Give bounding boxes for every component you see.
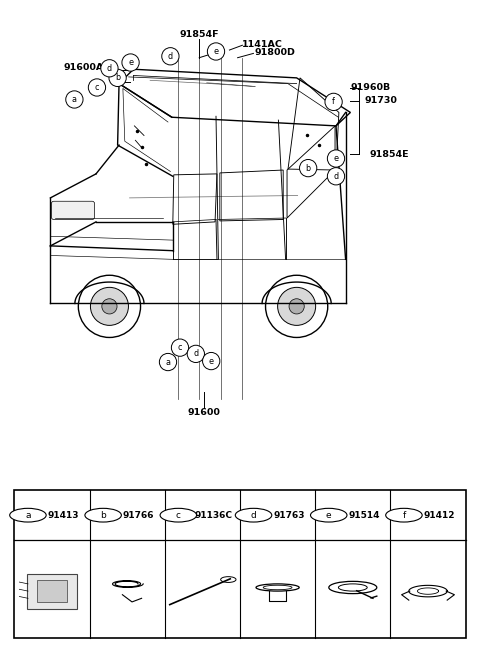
Circle shape xyxy=(162,48,179,65)
Text: d: d xyxy=(334,172,338,181)
Text: c: c xyxy=(178,343,182,352)
Text: d: d xyxy=(251,510,256,520)
Text: 91763: 91763 xyxy=(273,510,305,520)
FancyBboxPatch shape xyxy=(51,201,95,220)
Circle shape xyxy=(235,508,272,522)
Circle shape xyxy=(10,508,46,522)
Text: 91514: 91514 xyxy=(348,510,380,520)
Text: 91413: 91413 xyxy=(48,510,79,520)
Text: f: f xyxy=(402,510,406,520)
Text: e: e xyxy=(214,47,218,56)
FancyBboxPatch shape xyxy=(27,573,77,609)
Text: d: d xyxy=(193,350,198,358)
Circle shape xyxy=(386,508,422,522)
Circle shape xyxy=(203,352,220,370)
Text: 91960B: 91960B xyxy=(350,83,391,92)
Circle shape xyxy=(159,354,177,371)
Text: 91854F: 91854F xyxy=(180,30,219,39)
Text: a: a xyxy=(72,95,77,104)
Circle shape xyxy=(311,508,347,522)
Text: d: d xyxy=(107,64,112,73)
Text: 91766: 91766 xyxy=(123,510,154,520)
Circle shape xyxy=(171,339,189,356)
Text: a: a xyxy=(166,358,170,367)
Text: 91412: 91412 xyxy=(423,510,455,520)
Circle shape xyxy=(102,298,117,314)
Text: 91600: 91600 xyxy=(188,409,220,417)
Text: e: e xyxy=(326,510,332,520)
Circle shape xyxy=(327,168,345,185)
Circle shape xyxy=(90,287,129,325)
Circle shape xyxy=(160,508,197,522)
Circle shape xyxy=(325,93,342,110)
Text: a: a xyxy=(25,510,31,520)
Circle shape xyxy=(85,508,121,522)
Circle shape xyxy=(66,91,83,108)
Text: d: d xyxy=(168,52,173,61)
Circle shape xyxy=(187,345,204,363)
Text: b: b xyxy=(115,73,120,83)
Text: b: b xyxy=(306,163,311,173)
Circle shape xyxy=(207,43,225,60)
Text: 91800D: 91800D xyxy=(254,48,295,57)
Text: e: e xyxy=(334,154,338,163)
Circle shape xyxy=(300,159,317,176)
Text: 91136C: 91136C xyxy=(195,510,233,520)
Text: e: e xyxy=(128,58,133,67)
Text: c: c xyxy=(95,83,99,92)
FancyBboxPatch shape xyxy=(36,580,67,602)
Circle shape xyxy=(88,79,106,96)
Circle shape xyxy=(101,60,118,77)
Text: b: b xyxy=(100,510,106,520)
Text: c: c xyxy=(176,510,181,520)
Text: 91730: 91730 xyxy=(365,96,397,106)
Circle shape xyxy=(109,70,126,87)
Text: 1141AC: 1141AC xyxy=(242,40,283,49)
Text: f: f xyxy=(332,97,335,106)
Text: 91854E: 91854E xyxy=(370,150,409,159)
Circle shape xyxy=(289,298,304,314)
Text: 91600A: 91600A xyxy=(64,63,104,72)
Text: e: e xyxy=(209,357,214,365)
Circle shape xyxy=(122,54,139,71)
Bar xyxy=(14,490,466,638)
Circle shape xyxy=(327,150,345,167)
Circle shape xyxy=(277,287,316,325)
